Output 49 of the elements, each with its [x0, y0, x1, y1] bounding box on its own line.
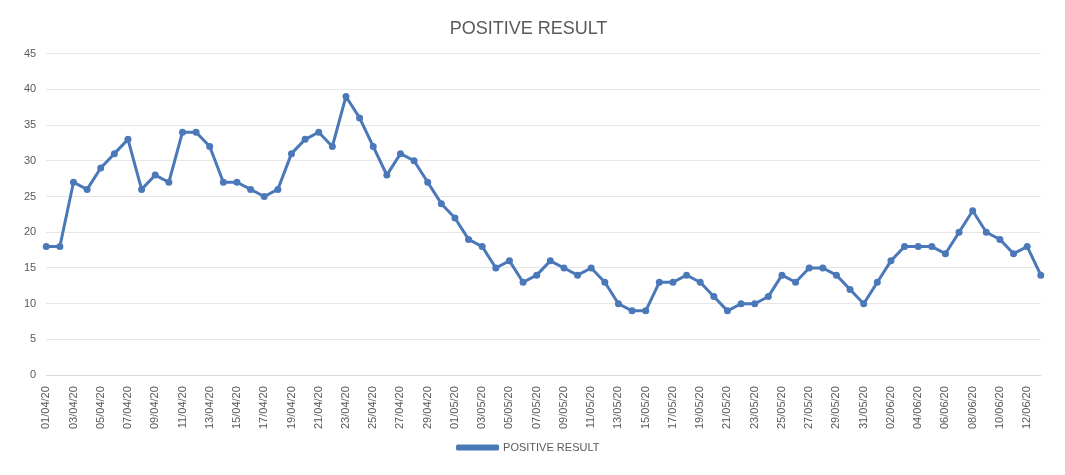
x-tick-label: 23/05/20	[747, 386, 760, 430]
x-tick-label: 27/04/20	[393, 386, 406, 430]
x-tick-label: 09/05/20	[556, 386, 569, 430]
y-tick-label: 35	[23, 118, 37, 131]
y-tick-label: 5	[30, 332, 37, 345]
x-tick-label: 17/04/20	[257, 386, 270, 430]
y-tick-label: 0	[30, 368, 37, 381]
x-tick-label: 15/05/20	[638, 386, 651, 430]
x-tick-label: 25/04/20	[366, 386, 379, 430]
x-tick-label: 29/05/20	[829, 386, 842, 430]
y-tick-label: 25	[23, 189, 37, 202]
x-tick-label: 07/05/20	[529, 386, 542, 430]
x-tick-label: 31/05/20	[856, 386, 869, 430]
chart-title: POSITIVE RESULT	[449, 17, 608, 38]
y-tick-label: 40	[23, 82, 37, 95]
x-tick-label: 06/06/20	[938, 386, 951, 430]
x-tick-label: 03/05/20	[475, 386, 488, 430]
x-tick-label: 27/05/20	[802, 386, 815, 430]
x-tick-label: 03/04/20	[66, 386, 79, 430]
x-tick-label: 04/06/20	[911, 386, 924, 430]
x-tick-label: 12/06/20	[1020, 386, 1033, 430]
y-tick-label: 45	[23, 46, 37, 59]
y-tick-label: 20	[23, 225, 37, 238]
x-tick-label: 23/04/20	[339, 386, 351, 430]
x-tick-label: 10/06/20	[992, 386, 1005, 430]
x-tick-label: 02/06/20	[883, 386, 896, 430]
x-tick-label: 13/05/20	[611, 386, 624, 430]
x-tick-label: 01/04/20	[39, 386, 52, 430]
x-tick-label: 05/04/20	[93, 386, 106, 430]
x-tick-label: 11/04/20	[175, 386, 188, 429]
x-tick-label: 11/05/20	[584, 386, 597, 429]
x-tick-label: 15/04/20	[230, 386, 243, 430]
x-tick-label: 08/06/20	[965, 386, 978, 430]
x-tick-label: 09/04/20	[148, 386, 161, 430]
x-tick-label: 25/05/20	[774, 386, 787, 430]
x-tick-label: 07/04/20	[121, 386, 134, 430]
y-tick-label: 30	[23, 153, 37, 166]
x-tick-label: 19/04/20	[284, 386, 297, 430]
x-tick-label: 19/05/20	[693, 386, 706, 430]
x-tick-label: 01/05/20	[447, 386, 460, 430]
x-tick-label: 05/05/20	[502, 386, 515, 430]
x-tick-label: 13/04/20	[202, 386, 215, 430]
x-tick-label: 21/05/20	[720, 386, 733, 430]
y-tick-label: 10	[23, 296, 37, 309]
y-tick-label: 15	[23, 261, 37, 274]
x-tick-label: 17/05/20	[665, 386, 678, 430]
legend-label: POSITIVE RESULT	[503, 440, 600, 453]
x-tick-label: 29/04/20	[420, 386, 433, 430]
x-tick-label: 21/04/20	[311, 386, 324, 430]
